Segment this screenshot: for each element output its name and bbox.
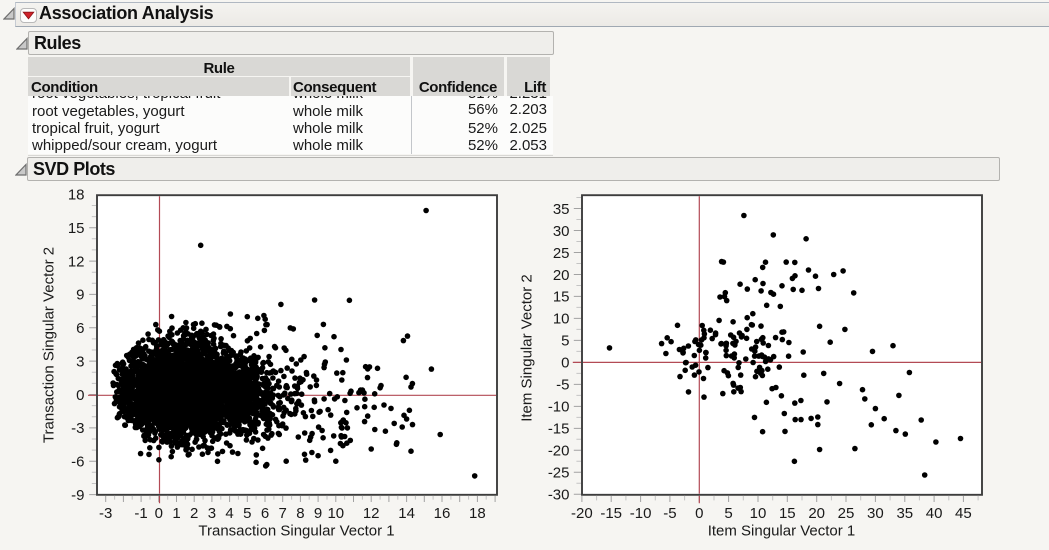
svg-text:10: 10 (553, 311, 570, 328)
svg-text:20: 20 (808, 505, 825, 522)
svg-text:-3: -3 (99, 505, 112, 522)
svg-text:-20: -20 (548, 443, 570, 460)
svg-text:30: 30 (553, 223, 570, 240)
svg-text:-20: -20 (571, 505, 593, 522)
svg-text:3: 3 (76, 353, 84, 370)
svg-text:9: 9 (76, 287, 84, 304)
svg-text:35: 35 (553, 201, 570, 218)
svg-text:14: 14 (398, 505, 415, 522)
svg-text:-10: -10 (630, 505, 652, 522)
svg-text:6: 6 (76, 320, 84, 337)
svg-text:10: 10 (327, 505, 344, 522)
svg-text:-9: -9 (71, 487, 84, 504)
svg-text:25: 25 (838, 505, 855, 522)
svg-text:18: 18 (469, 505, 486, 522)
svg-text:-5: -5 (663, 505, 676, 522)
svg-text:-30: -30 (548, 487, 570, 504)
svg-text:16: 16 (434, 505, 451, 522)
svg-text:-5: -5 (556, 377, 569, 394)
svg-text:-15: -15 (600, 505, 622, 522)
svg-text:7: 7 (279, 505, 287, 522)
svg-text:20: 20 (553, 267, 570, 284)
svg-text:1: 1 (172, 505, 180, 522)
svg-text:15: 15 (779, 505, 796, 522)
svg-text:15: 15 (553, 289, 570, 306)
svg-text:8: 8 (296, 505, 304, 522)
svg-text:18: 18 (68, 187, 85, 204)
svg-text:9: 9 (314, 505, 322, 522)
svg-text:0: 0 (695, 505, 703, 522)
svg-text:15: 15 (68, 220, 85, 237)
svg-text:-1: -1 (134, 505, 147, 522)
svg-text:5: 5 (724, 505, 732, 522)
svg-text:12: 12 (68, 253, 85, 270)
svg-text:30: 30 (867, 505, 884, 522)
svg-text:-3: -3 (71, 420, 84, 437)
svg-text:-6: -6 (71, 454, 84, 471)
svg-text:0: 0 (155, 505, 163, 522)
svg-text:35: 35 (896, 505, 913, 522)
svg-text:0: 0 (76, 387, 84, 404)
svg-text:-15: -15 (548, 421, 570, 438)
svg-text:12: 12 (363, 505, 380, 522)
svg-text:10: 10 (750, 505, 767, 522)
svg-text:4: 4 (225, 505, 233, 522)
svg-text:40: 40 (926, 505, 943, 522)
svg-text:Transaction Singular Vector 2: Transaction Singular Vector 2 (40, 247, 57, 443)
svg-text:45: 45 (955, 505, 972, 522)
svg-text:Item Singular Vector 2: Item Singular Vector 2 (519, 274, 536, 422)
svg-text:Transaction Singular Vector 1: Transaction Singular Vector 1 (198, 523, 394, 540)
svg-text:25: 25 (553, 245, 570, 262)
svg-text:-25: -25 (548, 465, 570, 482)
svg-text:5: 5 (561, 333, 569, 350)
svg-text:6: 6 (261, 505, 269, 522)
svg-text:3: 3 (208, 505, 216, 522)
svg-text:2: 2 (190, 505, 198, 522)
svg-text:0: 0 (561, 355, 569, 372)
svg-text:5: 5 (243, 505, 251, 522)
svg-text:Item Singular Vector 1: Item Singular Vector 1 (708, 523, 856, 540)
svg-text:-10: -10 (548, 399, 570, 416)
